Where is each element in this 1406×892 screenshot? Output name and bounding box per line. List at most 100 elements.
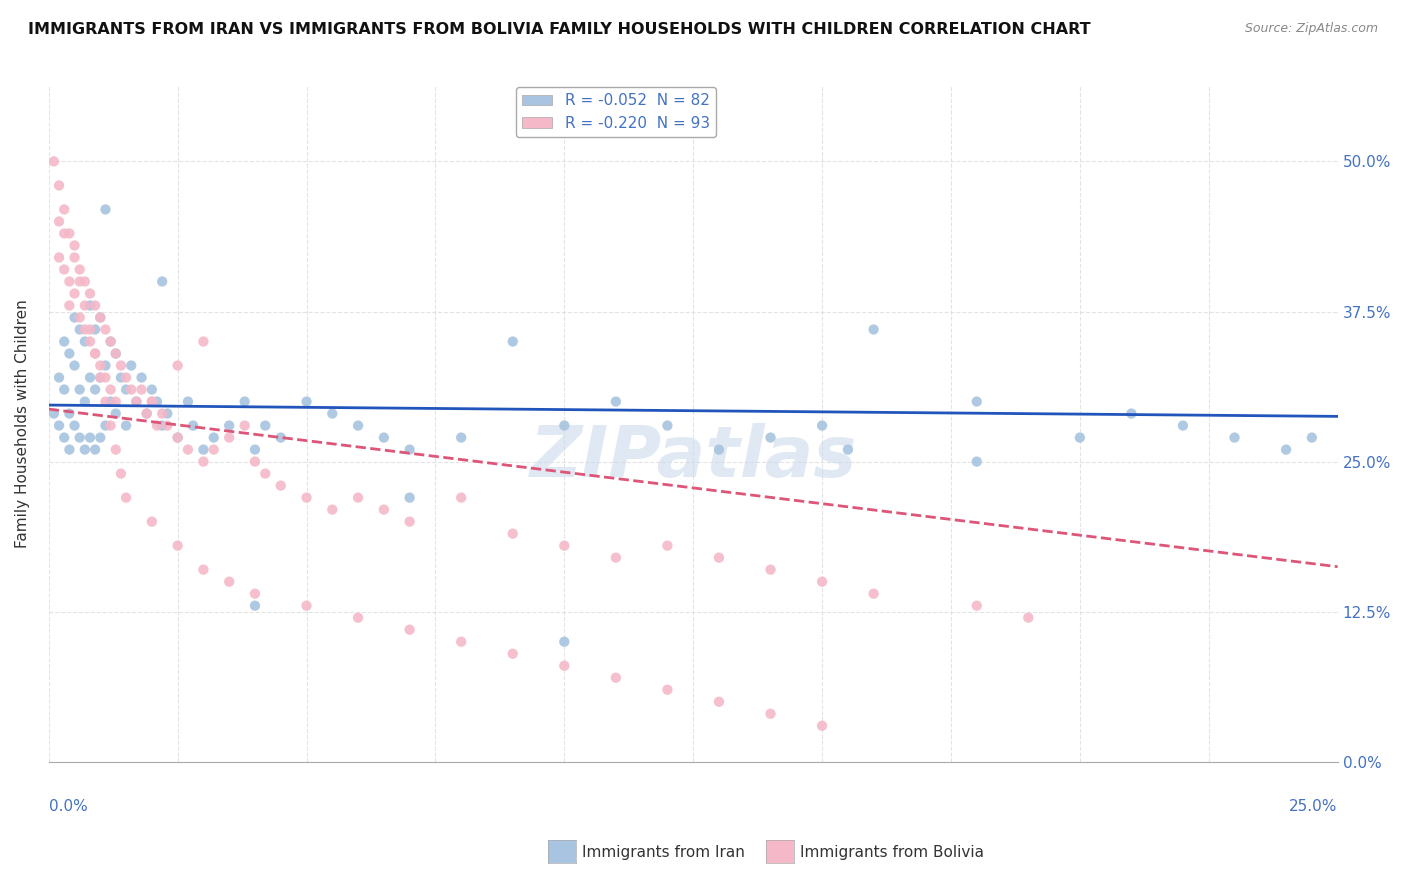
Point [177, 442, 200, 457]
Point [193, 442, 215, 457]
Point [69, 310, 91, 325]
Point [100, 383, 122, 397]
Point [141, 394, 163, 409]
Point [811, 719, 834, 733]
Point [89, 310, 111, 325]
Text: 0.0%: 0.0% [49, 799, 87, 814]
Point [79, 322, 101, 336]
Point [79, 286, 101, 301]
Point [218, 431, 240, 445]
Point [115, 370, 138, 384]
Point [1275, 442, 1298, 457]
Point [42, 154, 65, 169]
Point [146, 394, 169, 409]
Point [84, 442, 107, 457]
Point [295, 394, 318, 409]
Point [966, 599, 988, 613]
Point [100, 394, 122, 409]
Point [166, 431, 188, 445]
Point [69, 431, 91, 445]
Point [58, 442, 80, 457]
Point [657, 682, 679, 697]
Point [193, 563, 215, 577]
Point [73, 442, 96, 457]
Point [69, 262, 91, 277]
Point [243, 442, 266, 457]
Point [63, 238, 86, 252]
Point [759, 431, 782, 445]
Point [1301, 431, 1323, 445]
Point [966, 394, 988, 409]
Point [104, 346, 127, 360]
Point [181, 418, 204, 433]
Text: 25.0%: 25.0% [1289, 799, 1337, 814]
Point [53, 431, 76, 445]
Point [150, 418, 173, 433]
Point [79, 431, 101, 445]
Point [862, 587, 884, 601]
Point [141, 515, 163, 529]
Point [202, 431, 225, 445]
Point [605, 394, 627, 409]
Point [270, 478, 292, 492]
Point [84, 383, 107, 397]
Point [115, 491, 138, 505]
Point [48, 370, 70, 384]
Point [94, 359, 117, 373]
Point [398, 442, 420, 457]
Point [63, 251, 86, 265]
Point [125, 394, 148, 409]
Point [759, 563, 782, 577]
Point [94, 202, 117, 217]
Point [104, 442, 127, 457]
Point [759, 706, 782, 721]
Point [347, 491, 370, 505]
Point [53, 383, 76, 397]
Point [321, 407, 343, 421]
Point [94, 370, 117, 384]
Y-axis label: Family Households with Children: Family Households with Children [15, 300, 30, 549]
Point [321, 502, 343, 516]
Point [141, 383, 163, 397]
Point [837, 442, 859, 457]
Point [53, 202, 76, 217]
Point [657, 539, 679, 553]
Point [100, 418, 122, 433]
Point [73, 322, 96, 336]
Point [398, 515, 420, 529]
Point [53, 262, 76, 277]
Point [218, 574, 240, 589]
Point [146, 418, 169, 433]
Point [233, 418, 256, 433]
Point [84, 298, 107, 312]
Point [42, 407, 65, 421]
Point [156, 407, 179, 421]
Point [73, 334, 96, 349]
Point [862, 322, 884, 336]
Point [398, 491, 420, 505]
Text: Immigrants from Bolivia: Immigrants from Bolivia [800, 846, 984, 860]
Point [120, 359, 142, 373]
Point [243, 599, 266, 613]
Point [166, 431, 188, 445]
Point [233, 394, 256, 409]
Point [502, 526, 524, 541]
Point [84, 322, 107, 336]
Point [110, 467, 132, 481]
Point [243, 587, 266, 601]
Point [104, 407, 127, 421]
Point [63, 418, 86, 433]
Point [79, 370, 101, 384]
Point [104, 346, 127, 360]
Point [553, 658, 575, 673]
Point [202, 442, 225, 457]
Point [707, 695, 730, 709]
Point [605, 671, 627, 685]
Point [89, 310, 111, 325]
Point [1223, 431, 1246, 445]
Point [1069, 431, 1091, 445]
Point [243, 454, 266, 468]
Point [63, 359, 86, 373]
Point [69, 383, 91, 397]
Text: ZIPatlas: ZIPatlas [530, 424, 856, 492]
